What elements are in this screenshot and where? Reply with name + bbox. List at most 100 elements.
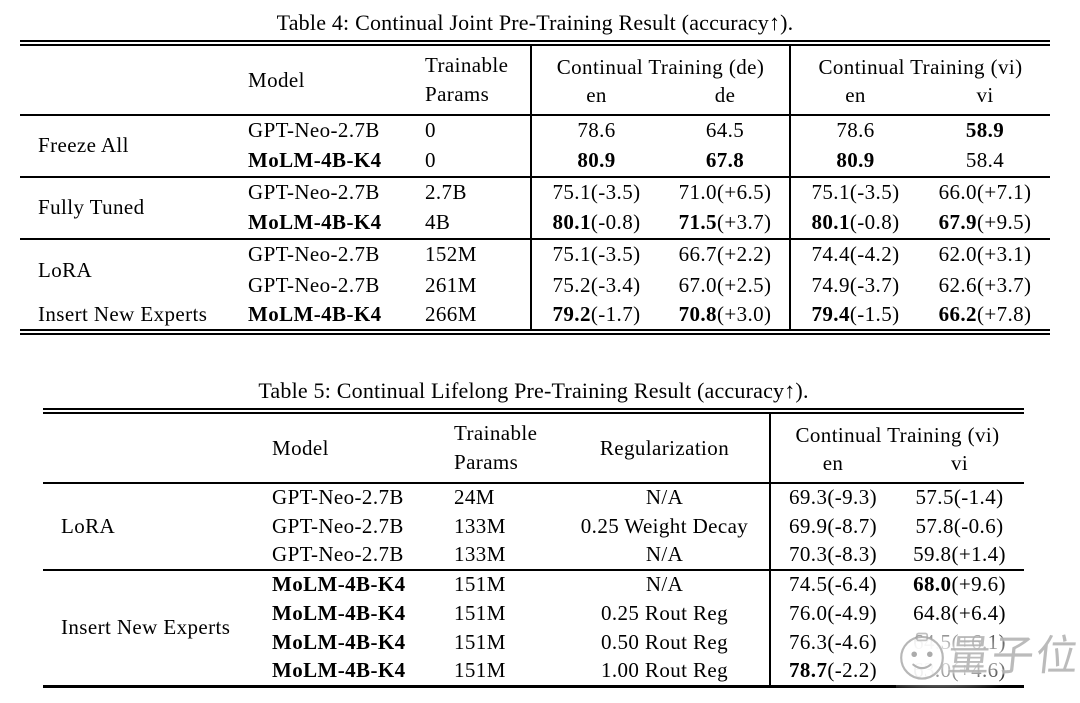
value-cell: 80.1(-0.8)	[530, 208, 661, 239]
table4-header: Model Trainable Params Continual Trainin…	[20, 43, 1051, 116]
params-cell: 133M	[454, 542, 506, 567]
regularization-cell: 0.25 Rout Reg	[600, 600, 729, 625]
model-cell: MoLM-4B-K4	[272, 600, 406, 625]
value-cell: 66.0(+7.1)	[920, 176, 1051, 208]
row-group-label: LoRA	[61, 513, 116, 538]
value-cell: 64.8(+6.4)	[913, 600, 1006, 625]
value-cell: 78.6	[530, 115, 661, 146]
table-header-row: Model Trainable Params Regularization Co…	[43, 411, 1025, 484]
value-cell: 76.3(-4.6)	[769, 628, 895, 657]
value-cell: 71.0(+6.5)	[661, 176, 790, 208]
value-cell: 75.1(-3.5)	[789, 176, 920, 208]
value-cell: 75.2(-3.4)	[530, 270, 661, 301]
header-group-continual-training-vi: Continual Training (vi)	[788, 43, 1051, 81]
value-cell: 66.2(+7.8)	[938, 302, 1032, 327]
header-sub-vi: vi	[920, 81, 1051, 116]
table-subheader-row: en vi	[43, 449, 1025, 484]
params-cell: 151M	[454, 600, 506, 625]
table-row: Insert New Experts MoLM-4B-K4 266M 79.2(-1.…	[20, 301, 1050, 332]
table-row: MoLM-4B-K4 151M 1.00 Rout Reg 78.7(-2.2) 63.…	[43, 657, 1024, 686]
value-cell: 74.4(-4.2)	[789, 238, 920, 270]
table-row: MoLM-4B-K4 4B 80.1(-0.8) 71.5(+3.7) 80.1(-0.…	[20, 208, 1050, 239]
row-group-label: Fully Tuned	[20, 176, 248, 239]
value-cell: 69.3(-9.3)	[769, 483, 895, 512]
header-regularization: Regularization	[560, 411, 770, 484]
table-row: GPT-Neo-2.7B 261M 75.2(-3.4) 67.0(+2.5) 74.9…	[20, 270, 1050, 301]
params-cell: 0	[425, 148, 436, 173]
value-cell: 64.5(+6.1)	[913, 629, 1006, 654]
table-row: GPT-Neo-2.7B 133M 0.25 Weight Decay 69.9(-8…	[43, 512, 1024, 541]
value-cell: 74.5(-6.4)	[769, 569, 895, 599]
value-cell: 80.9	[789, 146, 920, 177]
header-sub-de: de	[661, 81, 790, 116]
value-cell: 78.6	[789, 115, 920, 146]
table-row: MoLM-4B-K4 151M 0.25 Rout Reg 76.0(-4.9) 64.…	[43, 599, 1024, 628]
header-trainable-params: Trainable Params	[425, 43, 531, 116]
header-sub-en: en	[530, 81, 661, 116]
table5-header: Model Trainable Params Regularization Co…	[43, 411, 1025, 484]
value-cell: 58.9	[965, 118, 1005, 143]
value-cell: 67.8	[705, 148, 745, 173]
regularization-cell: N/A	[645, 542, 684, 567]
params-cell: 151M	[454, 629, 506, 654]
value-cell: 74.9(-3.7)	[789, 270, 920, 301]
table4-body: Freeze All GPT-Neo-2.7B 0 78.6 64.5 78.6 58.9 M…	[20, 115, 1051, 332]
value-cell: 58.4	[965, 148, 1005, 173]
table5-body: LoRA GPT-Neo-2.7B 24M N/A 69.3(-9.3) 57.5(-1.…	[43, 483, 1025, 686]
model-cell: MoLM-4B-K4	[272, 629, 406, 654]
table-subheader-row: en de en vi	[20, 81, 1051, 116]
value-cell: 67.0(+2.5)	[678, 272, 772, 297]
value-cell: 62.0(+3.1)	[920, 238, 1051, 270]
params-cell: 152M	[425, 238, 531, 270]
row-group-label: LoRA	[20, 238, 248, 301]
header-trainable-params: Trainable Params	[440, 411, 560, 484]
params-cell: 151M	[440, 569, 560, 599]
params-cell: 151M	[454, 658, 506, 683]
table-header-row: Model Trainable Params Continual Trainin…	[20, 43, 1051, 116]
params-cell: 2.7B	[425, 176, 531, 208]
table-row: MoLM-4B-K4 151M 0.50 Rout Reg 76.3(-4.6) 64.…	[43, 628, 1024, 657]
value-cell: 75.1(-3.5)	[530, 238, 661, 270]
table-row: Insert New Experts MoLM-4B-K4 151M N/A 74.5(…	[43, 569, 1025, 686]
value-cell: 71.5(+3.7)	[678, 210, 772, 235]
model-cell: GPT-Neo-2.7B	[272, 542, 404, 567]
value-cell: 57.5(-1.4)	[915, 485, 1004, 510]
row-group-label: Insert New Experts	[38, 302, 208, 327]
model-cell: MoLM-4B-K4	[272, 658, 406, 683]
model-cell: MoLM-4B-K4	[248, 148, 382, 173]
table-row: LoRA GPT-Neo-2.7B 152M 75.1(-3.5) 66.7(+2.2)…	[20, 238, 1051, 301]
model-cell: GPT-Neo-2.7B	[248, 272, 380, 297]
value-cell: 66.7(+2.2)	[661, 238, 790, 270]
params-cell: 133M	[454, 513, 506, 538]
table-row: MoLM-4B-K4 0 80.9 67.8 80.9 58.4	[20, 146, 1050, 177]
value-cell: 69.9(-8.7)	[769, 512, 895, 541]
value-cell: 57.8(-0.6)	[915, 513, 1004, 538]
value-cell: 59.8(+1.4)	[913, 542, 1006, 567]
table-row: Fully Tuned GPT-Neo-2.7B 2.7B 75.1(-3.5) 71.…	[20, 176, 1051, 239]
model-cell: GPT-Neo-2.7B	[272, 485, 404, 510]
model-cell: MoLM-4B-K4	[260, 569, 440, 599]
value-cell: 78.7(-2.2)	[769, 657, 895, 686]
value-cell: 70.3(-8.3)	[769, 541, 895, 570]
value-cell: 67.9(+9.5)	[938, 210, 1032, 235]
params-cell: 266M	[425, 302, 477, 327]
model-cell: MoLM-4B-K4	[248, 210, 382, 235]
value-cell: 70.8(+3.0)	[678, 302, 772, 327]
value-cell: 80.9	[530, 146, 661, 177]
regularization-cell: 0.25 Weight Decay	[580, 513, 749, 538]
value-cell: 79.4(-1.5)	[789, 301, 920, 332]
model-cell: GPT-Neo-2.7B	[248, 118, 380, 143]
params-cell: 261M	[425, 272, 477, 297]
model-cell: MoLM-4B-K4	[248, 302, 382, 327]
value-cell: 80.1(-0.8)	[789, 208, 920, 239]
header-sub-en: en	[789, 81, 920, 116]
table4-caption: Table 4: Continual Joint Pre-Training Re…	[276, 10, 794, 35]
header-model: Model	[260, 411, 440, 484]
header-model: Model	[248, 43, 425, 116]
regularization-cell: N/A	[560, 569, 770, 599]
params-cell: 24M	[454, 485, 495, 510]
row-group-label: Insert New Experts	[43, 569, 260, 686]
value-cell: 64.5	[705, 118, 745, 143]
model-cell: GPT-Neo-2.7B	[248, 176, 425, 208]
